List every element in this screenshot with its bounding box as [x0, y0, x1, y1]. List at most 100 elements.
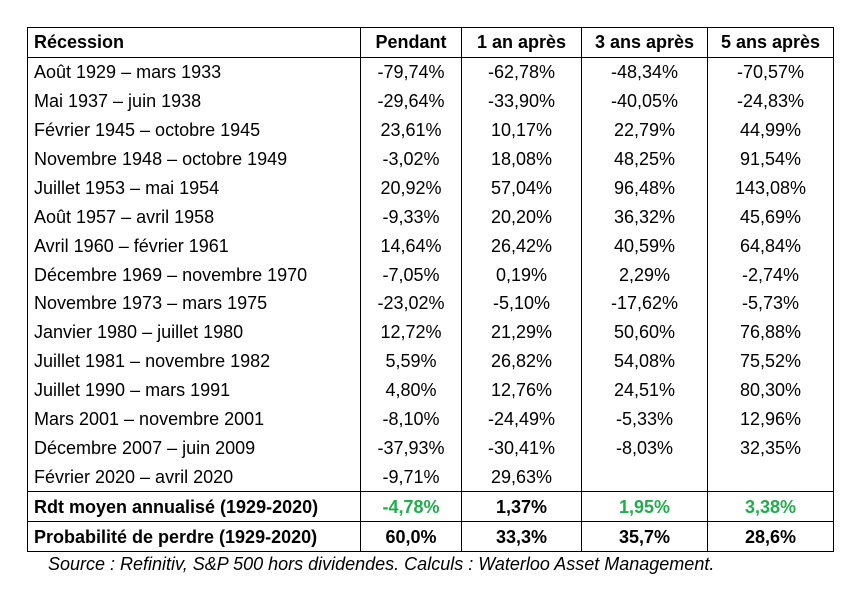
value-cell-5-ans-apres: 44,99%	[707, 115, 834, 145]
value-cell-5-ans-apres: 12,96%	[707, 404, 834, 434]
value-cell-1-an-apres: 10,17%	[461, 115, 582, 145]
recession-period-cell: Novembre 1948 – octobre 1949	[27, 144, 361, 174]
value-cell-3-ans-apres: 22,79%	[581, 115, 708, 145]
value-cell-3-ans-apres: 40,59%	[581, 231, 708, 261]
table-body: Août 1929 – mars 1933 -79,74% -62,78% -48,3…	[27, 57, 834, 553]
summary-label-cell: Rdt moyen annualisé (1929-2020)	[27, 491, 361, 523]
value-cell-1-an-apres: 57,04%	[461, 173, 582, 203]
value-cell-5-ans-apres: 75,52%	[707, 346, 834, 376]
table-row: Mars 2001 – novembre 2001 -8,10% -24,49% -5…	[27, 404, 834, 434]
value-cell-5-ans-apres: -24,83%	[707, 86, 834, 116]
table-row: Novembre 1973 – mars 1975 -23,02% -5,10% -1…	[27, 289, 834, 318]
value-cell-3-ans-apres: 36,32%	[581, 202, 708, 232]
value-cell-5-ans-apres: 76,88%	[707, 317, 834, 347]
value-cell-pendant: -23,02%	[360, 289, 462, 318]
value-cell-1-an-apres: 20,20%	[461, 202, 582, 232]
value-cell-5-ans-apres: 45,69%	[707, 202, 834, 232]
recession-period-cell: Mai 1937 – juin 1938	[27, 86, 361, 116]
table-row: Avril 1960 – février 1961 14,64% 26,42% 40,…	[27, 231, 834, 261]
value-cell-1-an-apres: 29,63%	[461, 462, 582, 492]
value-cell-5-ans-apres	[707, 462, 834, 492]
value-cell-5-ans-apres: -2,74%	[707, 260, 834, 290]
value-cell-pendant: -3,02%	[360, 144, 462, 174]
value-cell-pendant: -7,05%	[360, 260, 462, 290]
summary-value-cell-1-an-apres: 1,37%	[461, 491, 582, 523]
summary-row-average-return: Rdt moyen annualisé (1929-2020) -4,78% 1,3…	[27, 491, 834, 523]
table-row: Août 1957 – avril 1958 -9,33% 20,20% 36,32%…	[27, 202, 834, 232]
table-row: Juillet 1953 – mai 1954 20,92% 57,04% 96,48…	[27, 173, 834, 203]
value-cell-5-ans-apres: 64,84%	[707, 231, 834, 261]
header-3-ans-apres: 3 ans après	[581, 27, 708, 58]
value-cell-pendant: 5,59%	[360, 346, 462, 376]
value-cell-1-an-apres: 26,82%	[461, 346, 582, 376]
value-cell-pendant: -37,93%	[360, 433, 462, 463]
value-cell-1-an-apres: -62,78%	[461, 57, 582, 87]
summary-value-cell-pendant: 60,0%	[360, 521, 462, 553]
table-row: Février 2020 – avril 2020 -9,71% 29,63%	[27, 462, 834, 492]
table-row: Décembre 1969 – novembre 1970 -7,05% 0,19%…	[27, 260, 834, 290]
recession-period-cell: Novembre 1973 – mars 1975	[27, 289, 361, 318]
recession-period-cell: Janvier 1980 – juillet 1980	[27, 317, 361, 347]
value-cell-1-an-apres: -30,41%	[461, 433, 582, 463]
value-cell-1-an-apres: 12,76%	[461, 375, 582, 405]
value-cell-1-an-apres: 26,42%	[461, 231, 582, 261]
summary-value-cell-1-an-apres: 33,3%	[461, 521, 582, 553]
table-row: Janvier 1980 – juillet 1980 12,72% 21,29% 5…	[27, 317, 834, 347]
recession-period-cell: Juillet 1990 – mars 1991	[27, 375, 361, 405]
summary-value-cell-3-ans-apres: 1,95%	[581, 491, 708, 523]
value-cell-pendant: -79,74%	[360, 57, 462, 87]
summary-value-cell-pendant: -4,78%	[360, 491, 462, 523]
value-cell-1-an-apres: -5,10%	[461, 289, 582, 318]
value-cell-1-an-apres: -33,90%	[461, 86, 582, 116]
recession-period-cell: Août 1957 – avril 1958	[27, 202, 361, 232]
value-cell-pendant: 4,80%	[360, 375, 462, 405]
value-cell-pendant: -29,64%	[360, 86, 462, 116]
header-recession: Récession	[27, 27, 361, 58]
value-cell-3-ans-apres: -48,34%	[581, 57, 708, 87]
recession-period-cell: Février 2020 – avril 2020	[27, 462, 361, 492]
value-cell-1-an-apres: 21,29%	[461, 317, 582, 347]
summary-value-cell-3-ans-apres: 35,7%	[581, 521, 708, 553]
value-cell-pendant: 23,61%	[360, 115, 462, 145]
recession-period-cell: Avril 1960 – février 1961	[27, 231, 361, 261]
recession-returns-table: Récession Pendant 1 an après 3 ans après…	[27, 27, 834, 553]
recession-period-cell: Février 1945 – octobre 1945	[27, 115, 361, 145]
value-cell-3-ans-apres: -5,33%	[581, 404, 708, 434]
value-cell-5-ans-apres: 91,54%	[707, 144, 834, 174]
value-cell-pendant: -8,10%	[360, 404, 462, 434]
recession-period-cell: Juillet 1981 – novembre 1982	[27, 346, 361, 376]
header-row: Récession Pendant 1 an après 3 ans après…	[27, 27, 834, 58]
summary-value-cell-5-ans-apres: 3,38%	[707, 491, 834, 523]
value-cell-pendant: 12,72%	[360, 317, 462, 347]
table-row: Décembre 2007 – juin 2009 -37,93% -30,41% -…	[27, 433, 834, 463]
value-cell-pendant: 20,92%	[360, 173, 462, 203]
table-row: Août 1929 – mars 1933 -79,74% -62,78% -48,3…	[27, 57, 834, 87]
table-row: Novembre 1948 – octobre 1949 -3,02% 18,08%…	[27, 144, 834, 174]
summary-value-cell-5-ans-apres: 28,6%	[707, 521, 834, 553]
table-row: Février 1945 – octobre 1945 23,61% 10,17% 2…	[27, 115, 834, 145]
source-note: Source : Refinitiv, S&P 500 hors dividen…	[48, 554, 715, 574]
recession-period-cell: Décembre 1969 – novembre 1970	[27, 260, 361, 290]
value-cell-pendant: -9,33%	[360, 202, 462, 232]
value-cell-3-ans-apres: 50,60%	[581, 317, 708, 347]
recession-period-cell: Décembre 2007 – juin 2009	[27, 433, 361, 463]
value-cell-3-ans-apres: -40,05%	[581, 86, 708, 116]
value-cell-3-ans-apres: 48,25%	[581, 144, 708, 174]
value-cell-5-ans-apres: -5,73%	[707, 289, 834, 318]
header-1-an-apres: 1 an après	[461, 27, 582, 58]
value-cell-3-ans-apres: -8,03%	[581, 433, 708, 463]
value-cell-pendant: -9,71%	[360, 462, 462, 492]
summary-row-loss-probability: Probabilité de perdre (1929-2020) 60,0% 33…	[27, 521, 834, 553]
table-row: Juillet 1990 – mars 1991 4,80% 12,76% 24,51…	[27, 375, 834, 405]
value-cell-5-ans-apres: 80,30%	[707, 375, 834, 405]
value-cell-1-an-apres: 18,08%	[461, 144, 582, 174]
header-5-ans-apres: 5 ans après	[707, 27, 834, 58]
table-row: Juillet 1981 – novembre 1982 5,59% 26,82% 5…	[27, 346, 834, 376]
value-cell-3-ans-apres: 54,08%	[581, 346, 708, 376]
value-cell-3-ans-apres: 96,48%	[581, 173, 708, 203]
summary-label-cell: Probabilité de perdre (1929-2020)	[27, 521, 361, 553]
value-cell-3-ans-apres: -17,62%	[581, 289, 708, 318]
value-cell-5-ans-apres: 32,35%	[707, 433, 834, 463]
recession-period-cell: Août 1929 – mars 1933	[27, 57, 361, 87]
value-cell-3-ans-apres	[581, 462, 708, 492]
